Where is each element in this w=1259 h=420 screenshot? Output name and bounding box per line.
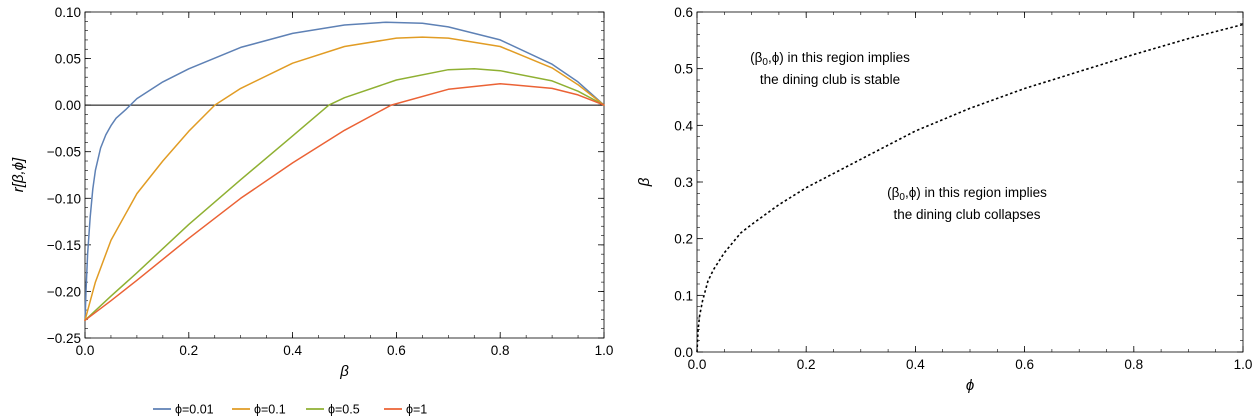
y-tick-label: 0.2 bbox=[674, 232, 693, 247]
legend-label-2: ϕ=0.5 bbox=[328, 403, 360, 417]
x-tick-label: 0.0 bbox=[76, 343, 95, 358]
series-line-0 bbox=[84, 21, 605, 322]
x-axis-label: β bbox=[339, 363, 349, 380]
y-axis-label: r[β,ϕ] bbox=[10, 157, 27, 192]
annotation-line2-0: the dining club is stable bbox=[760, 72, 900, 87]
legend: ϕ=0.01 ϕ=0.1 ϕ=0.5 ϕ=1 bbox=[153, 403, 427, 417]
annotation-prefix: (β bbox=[750, 50, 762, 65]
y-tick-label: 0.05 bbox=[55, 52, 81, 67]
x-tick-label: 0.4 bbox=[283, 343, 302, 358]
x-tick-label: 1.0 bbox=[595, 343, 614, 358]
annotation-line2-1: the dining club collapses bbox=[893, 207, 1040, 222]
annotation-line1-0: (β0,ϕ) in this region implies bbox=[750, 50, 910, 68]
legend-label-0: ϕ=0.01 bbox=[175, 403, 214, 417]
y-tick-label: 0.3 bbox=[674, 175, 693, 190]
x-tick-label: 0.4 bbox=[906, 357, 925, 372]
y-tick-label: −0.05 bbox=[47, 145, 81, 160]
y-tick-label: 0.5 bbox=[674, 62, 693, 77]
x-tick-label: 0.6 bbox=[1015, 357, 1034, 372]
legend-label-3: ϕ=1 bbox=[406, 403, 427, 417]
series-line-0 bbox=[696, 23, 1244, 353]
annotation-line1-1: (β0,ϕ) in this region implies bbox=[887, 185, 1047, 203]
y-tick-label: −0.25 bbox=[47, 331, 81, 346]
annotation-subscript: 0 bbox=[762, 57, 768, 68]
series-line-1 bbox=[84, 36, 605, 322]
x-axis-label: ϕ bbox=[966, 377, 974, 394]
plot-frame bbox=[84, 11, 605, 339]
annotation-subscript: 0 bbox=[899, 192, 905, 203]
left-chart: 0.0 0.2 0.4 0.6 0.8 1.0 0.10 0.05 0.00 −0.05 −0.10… bbox=[10, 5, 613, 417]
series-line-2 bbox=[84, 68, 605, 322]
annotation-suffix: ,ϕ) in this region implies bbox=[905, 185, 1047, 200]
y-tick-label: −0.15 bbox=[47, 238, 81, 253]
y-tick-label: 0.00 bbox=[55, 98, 81, 113]
y-tick-label: 0.6 bbox=[674, 5, 693, 20]
y-tick-label: 0.10 bbox=[55, 5, 81, 20]
x-tick-label: 0.8 bbox=[491, 343, 510, 358]
series-line-3 bbox=[84, 82, 605, 322]
x-tick-label: 1.0 bbox=[1234, 357, 1253, 372]
x-tick-label: 0.2 bbox=[179, 343, 198, 358]
y-tick-label: 0.0 bbox=[674, 345, 693, 360]
annotation-prefix: (β bbox=[887, 185, 899, 200]
x-tick-label: 0.0 bbox=[688, 357, 707, 372]
x-tick-label: 0.6 bbox=[387, 343, 406, 358]
x-tick-label: 0.2 bbox=[797, 357, 816, 372]
legend-label-1: ϕ=0.1 bbox=[254, 403, 286, 417]
x-tick-label: 0.8 bbox=[1124, 357, 1143, 372]
y-tick-label: −0.10 bbox=[47, 191, 81, 206]
right-chart: 0.0 0.2 0.4 0.6 0.8 1.0 0.6 0.5 0.4 0.3 0.2 0.1 0.0 ϕ… bbox=[636, 5, 1252, 394]
annotation-suffix: ,ϕ) in this region implies bbox=[768, 50, 910, 65]
y-axis-label: β bbox=[636, 177, 653, 187]
y-tick-label: −0.20 bbox=[47, 284, 81, 299]
y-tick-label: 0.1 bbox=[674, 288, 693, 303]
y-tick-label: 0.4 bbox=[674, 118, 693, 133]
